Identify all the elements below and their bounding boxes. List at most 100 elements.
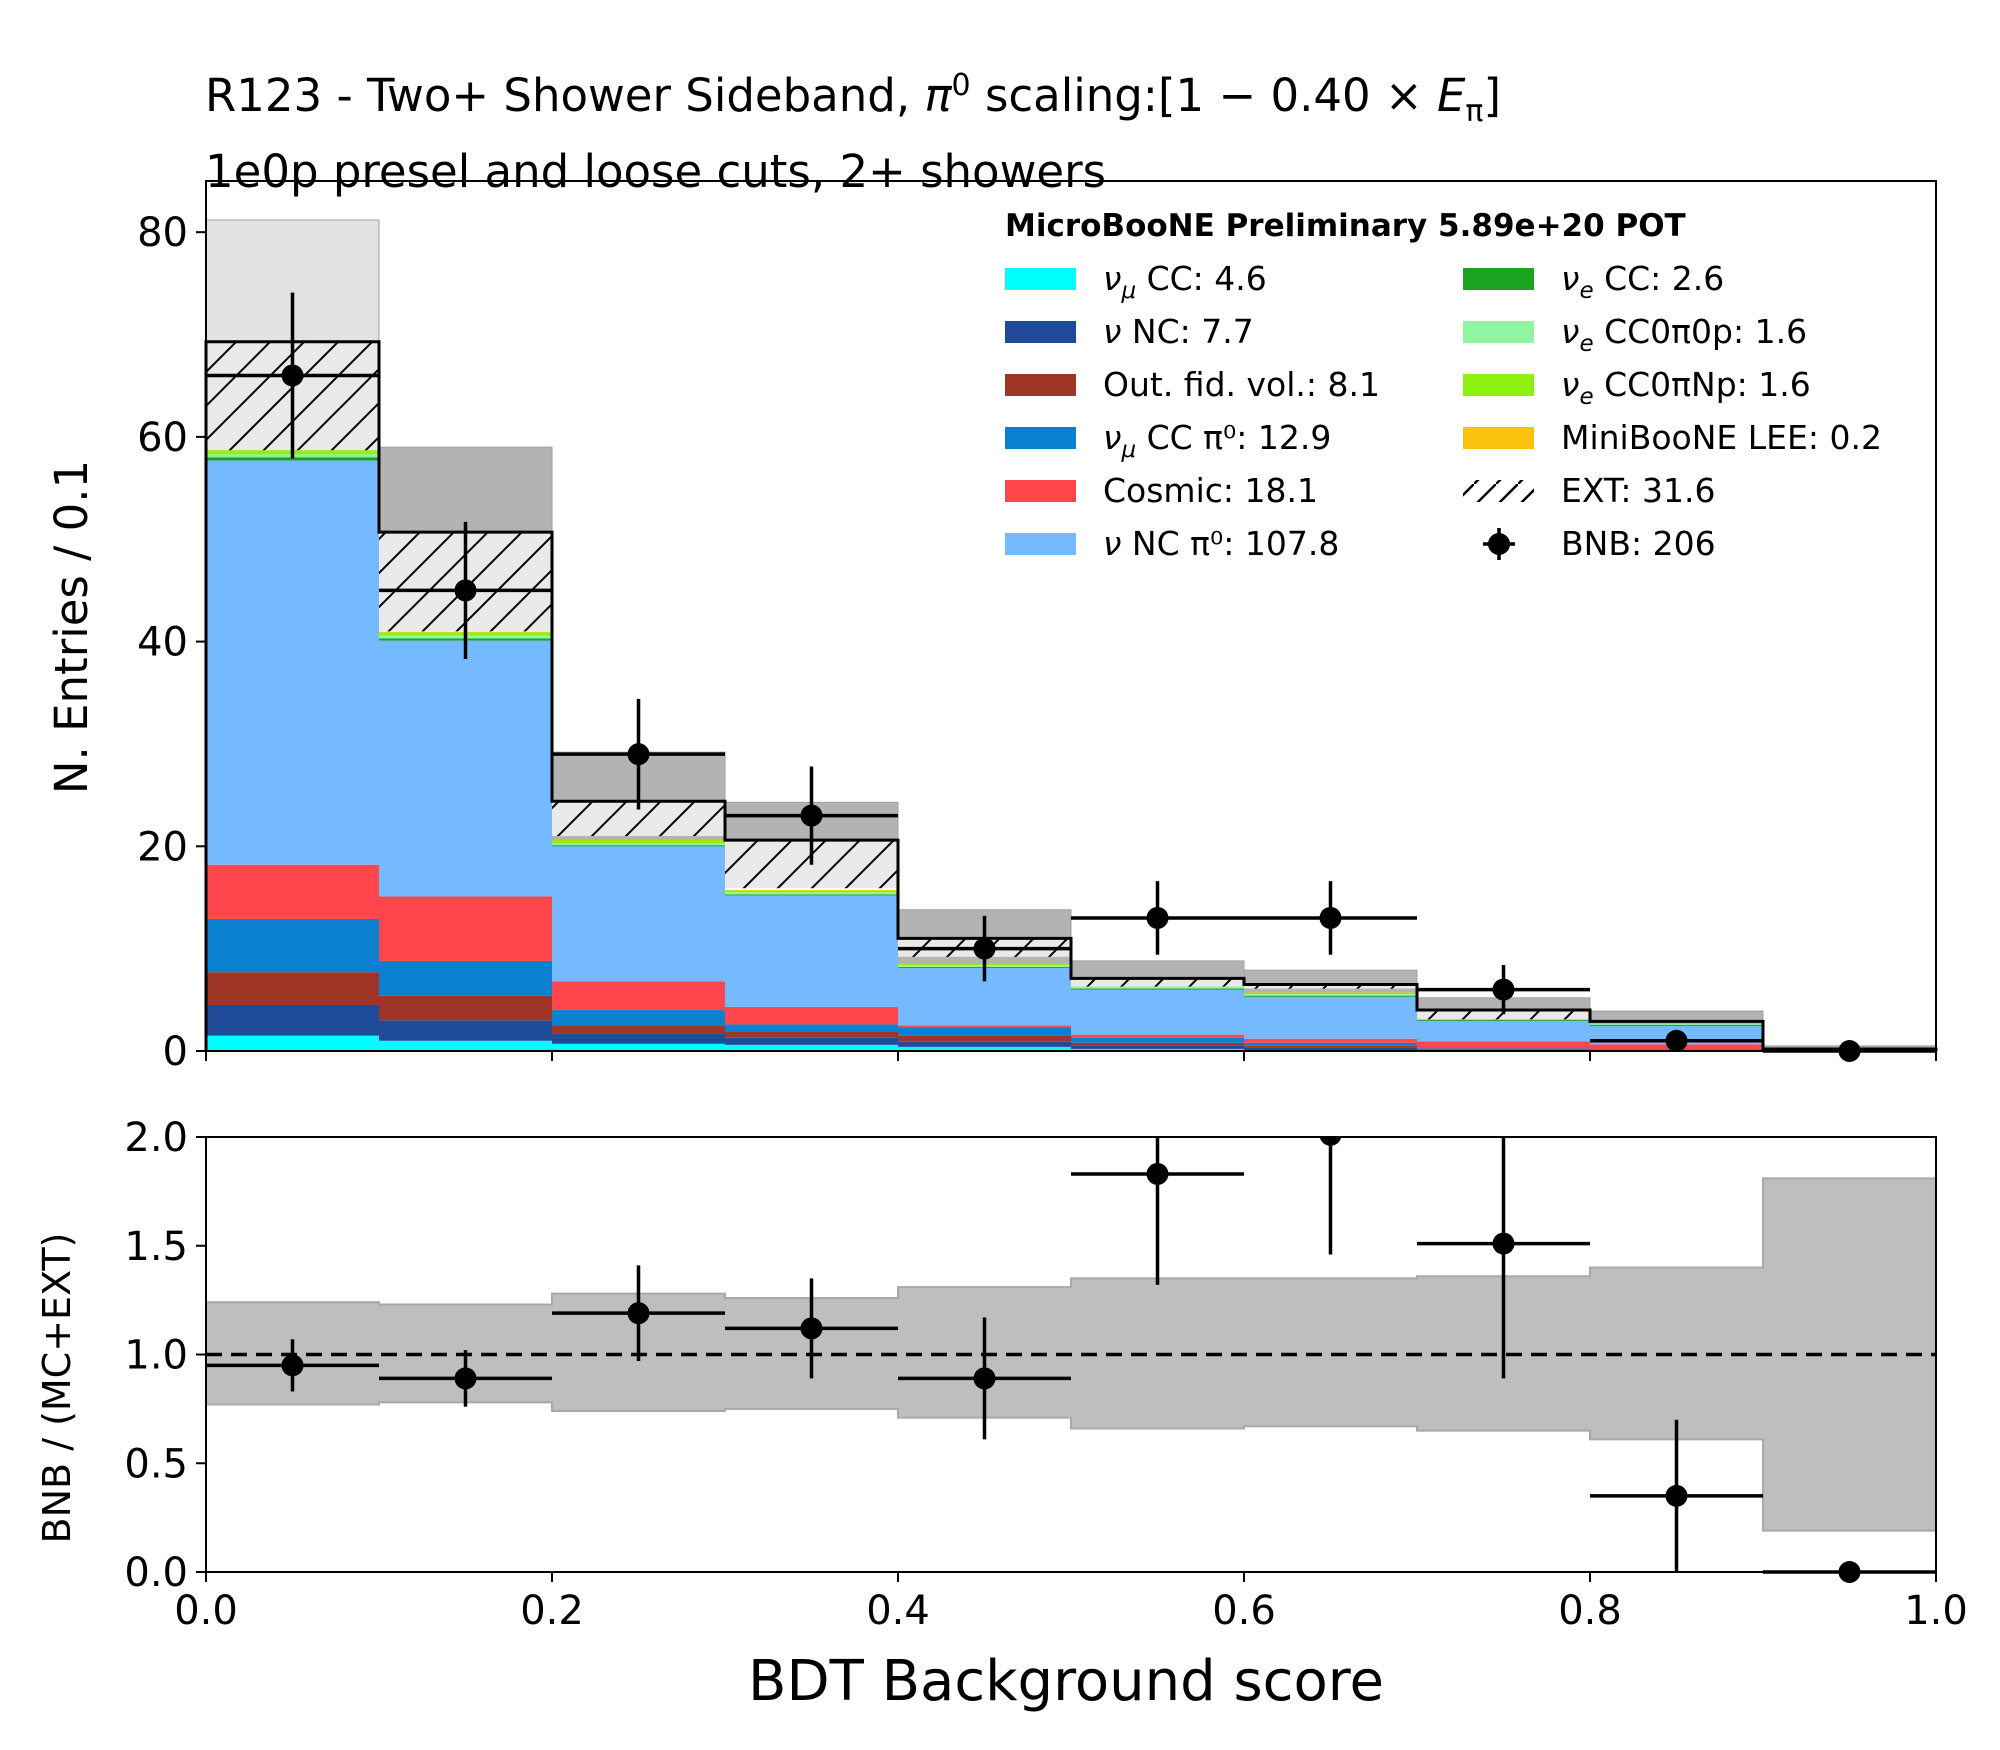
data-point: [973, 937, 996, 960]
stack-bar-segment: [1071, 988, 1244, 990]
stack-bar-segment: [379, 896, 552, 961]
stack-bar-segment: [1071, 1045, 1244, 1049]
stack-bar-segment: [206, 864, 379, 919]
legend-header: MicroBooNE Preliminary 5.89e+20 POT: [1005, 208, 1686, 244]
stack-bar-segment: [1071, 1042, 1244, 1046]
title-close: ]: [1483, 69, 1502, 122]
title-mid: scaling:[1 − 0.40 ×: [970, 69, 1437, 122]
stack-bar-segment: [898, 1041, 1071, 1047]
legend-label: MiniBooNE LEE: 0.2: [1561, 418, 1882, 457]
top-y-tick-label: 0: [163, 1029, 188, 1075]
ratio-point: [973, 1367, 996, 1390]
stack-bar-segment: [898, 1046, 1071, 1051]
data-point: [454, 579, 477, 602]
stack-bar-segment: [725, 1031, 898, 1038]
legend-swatch: [1005, 533, 1076, 555]
ratio-point: [800, 1317, 823, 1340]
stack-bar-segment: [1417, 1048, 1590, 1051]
x-tick-label: 0.6: [1212, 1588, 1276, 1634]
stack-bar-segment: [379, 995, 552, 1021]
stack-bar-segment: [1071, 1037, 1244, 1043]
stack-bar-segment: [206, 1035, 379, 1051]
stack-bar-segment: [552, 843, 725, 846]
ratio-point: [1492, 1232, 1515, 1255]
legend-label: νe CC0π0p: 1.6: [1561, 312, 1807, 357]
stack-bar-segment: [1244, 992, 1417, 994]
stack-bar-segment: [379, 960, 552, 996]
stack-bar-segment: [206, 457, 379, 461]
chart-title: R123 - Two+ Shower Sideband, π0 scaling:…: [205, 56, 1501, 202]
ratio-points-group: [206, 1137, 1936, 1583]
legend-label: νμ CC: 4.6: [1103, 259, 1267, 304]
stack-bar-segment: [1244, 1047, 1417, 1050]
stack-bar-segment: [379, 1020, 552, 1041]
stack-bar-segment: [898, 1027, 1071, 1036]
stack-bar-segment: [1417, 1020, 1590, 1042]
stack-bar-segment: [1071, 989, 1244, 1035]
stack-bar-segment: [1244, 993, 1417, 996]
stack-bar-segment: [1071, 986, 1244, 989]
legend-swatch: [1463, 374, 1534, 396]
data-point: [1492, 978, 1515, 1001]
data-point: [1665, 1029, 1688, 1052]
stack-bar-segment: [1590, 1024, 1763, 1026]
stack-bar-segment: [206, 972, 379, 1005]
legend-marker-dot: [1488, 533, 1510, 555]
stack-bar-segment: [725, 1006, 898, 1025]
stack-bar-segment: [206, 460, 379, 865]
bottom-y-tick-label: 1.5: [124, 1224, 188, 1270]
legend-swatch: [1463, 321, 1534, 343]
stack-bar-segment: [1590, 1023, 1763, 1025]
stack-bar-segment: [898, 1035, 1071, 1042]
bottom-y-tick-label: 2.0: [124, 1115, 188, 1161]
stack-bar-segment: [552, 846, 725, 982]
stack-bar-segment: [206, 1004, 379, 1036]
stack-bar-segment: [725, 895, 898, 1007]
legend-label: νe CC0πNp: 1.6: [1561, 365, 1811, 410]
ext-hatched-segment: [1417, 1010, 1590, 1020]
ratio-point: [281, 1354, 304, 1377]
stack-bar-segment: [725, 1037, 898, 1045]
top-y-tick-label: 80: [137, 210, 188, 256]
ratio-point: [627, 1302, 650, 1325]
legend-swatch: [1463, 427, 1534, 449]
stack-bar-segment: [206, 918, 379, 973]
title-line-1: R123 - Two+ Shower Sideband, π0 scaling:…: [205, 56, 1501, 142]
legend-swatch: [1005, 427, 1076, 449]
legend-label: νμ CC π⁰: 12.9: [1103, 418, 1331, 463]
stack-bar-segment: [552, 840, 725, 844]
legend-label: ν NC π⁰: 107.8: [1103, 524, 1339, 563]
x-tick-label: 0.4: [866, 1588, 930, 1634]
bottom-y-tick-label: 0.5: [124, 1441, 188, 1487]
stack-bar-segment: [552, 1010, 725, 1026]
title-pi: π: [924, 69, 952, 122]
legend-label: νe CC: 2.6: [1561, 259, 1724, 304]
stack-bar-segment: [725, 890, 898, 891]
legend-swatch: [1005, 268, 1076, 290]
bottom-y-tick-label: 1.0: [124, 1333, 188, 1379]
stack-bar-segment: [552, 1025, 725, 1034]
x-tick-label: 0.2: [520, 1588, 584, 1634]
title-pi-sup: 0: [951, 68, 971, 103]
top-y-axis-label: N. Entries / 0.1: [45, 460, 98, 794]
stack-bar-segment: [552, 1043, 725, 1051]
x-tick-label: 0.0: [174, 1588, 238, 1634]
top-plot-frame: [205, 180, 1937, 1052]
stack-bar-segment: [1417, 1041, 1590, 1049]
stack-bar-segment: [1244, 1038, 1417, 1043]
stack-bar-segment: [1244, 992, 1417, 994]
title-E: E: [1436, 69, 1466, 122]
stack-bar-segment: [1071, 1048, 1244, 1051]
legend-swatch: [1005, 480, 1076, 502]
x-axis-label: BDT Background score: [748, 1649, 1384, 1714]
ext-hatched-segment: [1244, 984, 1417, 989]
data-point: [627, 743, 650, 766]
data-point: [1146, 906, 1169, 929]
top-y-tick-label: 60: [137, 415, 188, 461]
legend-label: Out. fid. vol.: 8.1: [1103, 365, 1380, 404]
legend-label: Cosmic: 18.1: [1103, 471, 1318, 510]
legend-label: EXT: 31.6: [1561, 471, 1716, 510]
legend-swatch-ext: [1463, 480, 1534, 502]
data-point: [281, 364, 304, 387]
